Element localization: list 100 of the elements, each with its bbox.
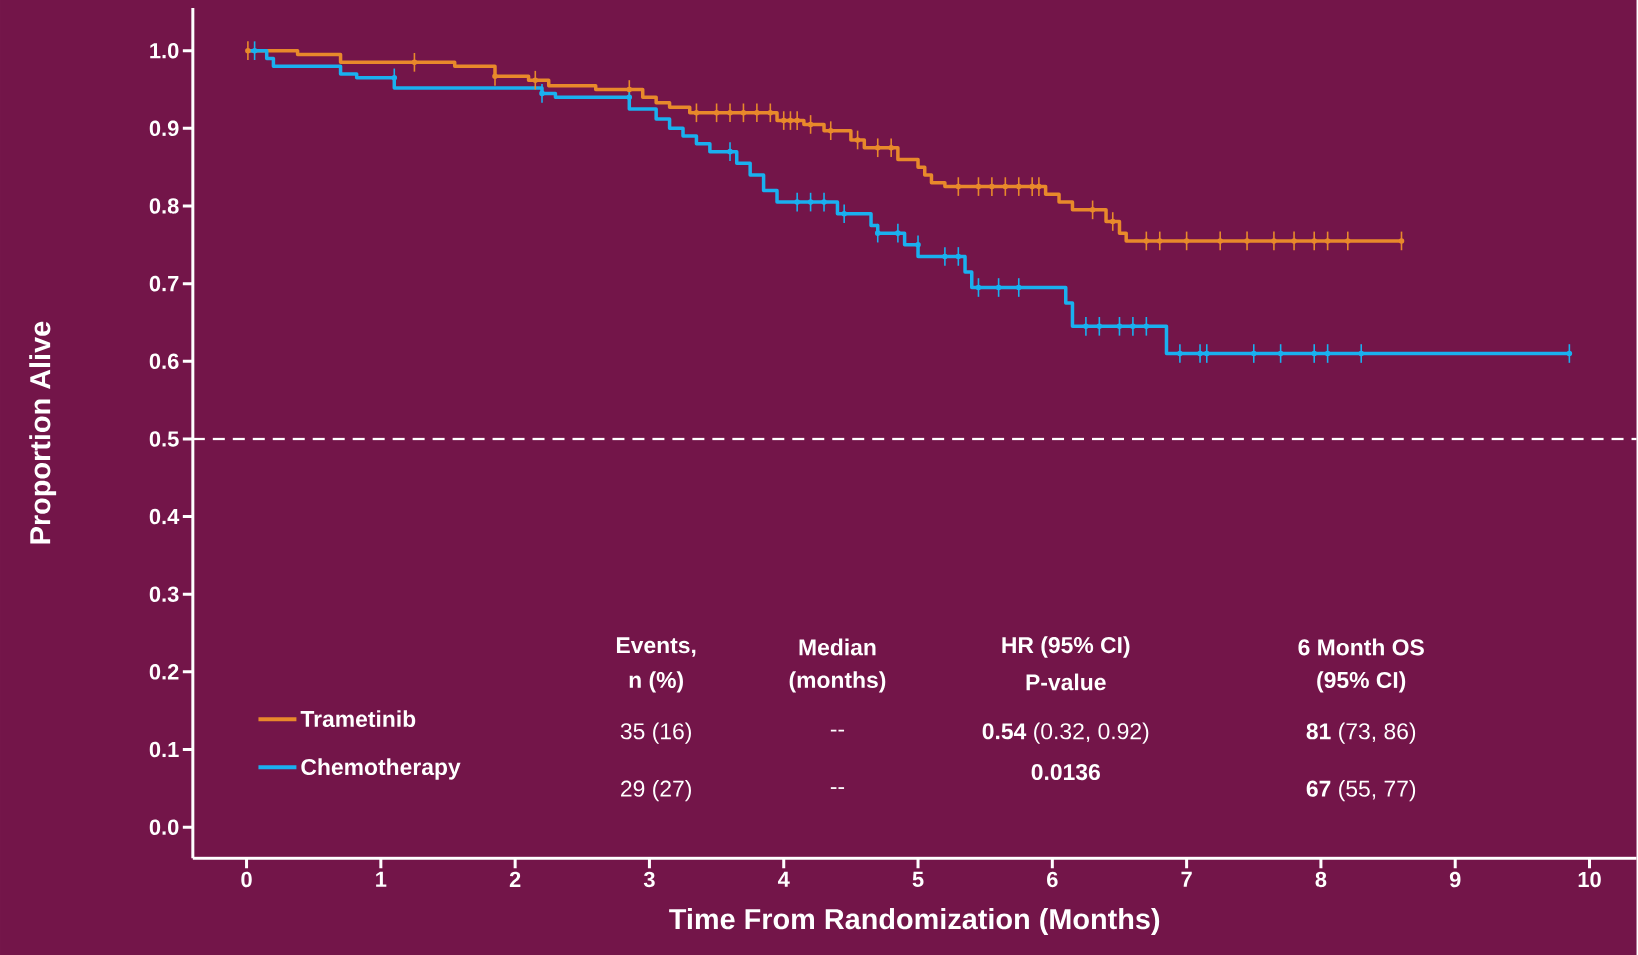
point [1156,238,1163,244]
annotation: Median [799,638,876,656]
annotation: -- [830,787,845,789]
legend-label: Chemotherapy [301,758,461,780]
annotation: 6 Month OS [1298,638,1424,656]
x-tick-label: 9 [1449,871,1461,888]
point [532,77,539,83]
point [767,109,774,116]
point [1203,350,1210,357]
y-tick-label: 0.8 [149,198,179,214]
point [1096,323,1103,330]
point [1089,207,1096,213]
annotation: n (%) [629,671,683,693]
annotation: Events, [616,637,696,657]
point [1143,323,1150,330]
y-tick-label: 0.7 [149,275,179,292]
x-axis-title: Time From Randomization (Months) [669,908,1160,935]
point [841,210,847,217]
annotation: 0.54 (0.32, 0.92) [982,722,1149,744]
point [1177,350,1183,357]
annotation: 0.0136 [1031,763,1100,781]
point [626,94,633,101]
point [807,121,814,128]
annotation: 35 (16) [620,722,691,744]
point [1029,183,1035,190]
point [888,144,894,151]
annotation: P-value [1026,673,1106,691]
annotation: (months) [789,671,886,693]
point [1324,238,1331,244]
point [1217,238,1223,244]
y-tick-label: 0.0 [149,819,179,835]
x-tick-label: 8 [1315,871,1327,888]
x-tick-label: 1 [376,871,387,887]
point [539,90,545,97]
y-tick-label: 0.6 [149,353,179,369]
point [827,127,834,134]
y-axis-title: Proportion Alive [29,321,57,544]
y-tick-label: 0.3 [149,586,179,602]
point [251,47,258,54]
y-tick-label: 1.0 [150,42,179,59]
point [1311,238,1317,244]
point [1277,350,1284,357]
point [942,253,948,260]
point [1271,238,1277,244]
x-tick-label: 7 [1181,871,1192,887]
point [740,109,747,116]
point [955,253,962,260]
y-tick-label: 0.1 [149,741,179,758]
point [1143,238,1150,244]
point [727,148,733,155]
y-tick-label: 0.5 [149,431,179,447]
point [1566,350,1573,357]
point [989,183,995,190]
point [1344,238,1351,244]
x-tick-label: 3 [643,871,655,888]
annotation: 67 (55, 77) [1306,779,1416,802]
point [895,230,901,236]
x-tick-label: 2 [509,871,521,887]
annotation: (95% CI) [1317,671,1406,693]
point [1358,350,1364,357]
annotation: HR (95% CI) [1002,636,1130,658]
point [780,117,787,124]
x-tick-label: 0 [241,871,252,888]
x-tick-label: 6 [1047,871,1058,888]
point [794,199,800,205]
point [492,73,498,80]
point [955,183,962,190]
y-tick-label: 0.4 [149,508,180,525]
point [411,59,418,66]
x-tick-label: 10 [1578,871,1601,888]
point [995,284,1002,291]
annotation: -- [830,729,845,732]
point [1311,350,1317,357]
point [915,241,921,248]
point [1109,218,1116,225]
point [821,199,827,205]
point [1036,183,1042,190]
point [693,109,700,116]
point [1015,284,1022,291]
point [787,117,794,124]
y-tick-label: 0.9 [149,120,179,137]
point [854,137,861,143]
point [975,183,982,190]
point [1197,350,1203,357]
annotation: 29 (27) [621,779,691,802]
point [1291,238,1297,244]
point [713,109,720,116]
x-tick-label: 4 [777,871,790,887]
point [794,117,800,124]
annotation: 81 (73, 86) [1306,722,1416,744]
point [1244,238,1250,244]
point [1116,323,1123,330]
point [626,86,633,93]
point [1015,183,1022,190]
point [807,199,814,205]
point [1250,350,1257,357]
point [1002,183,1009,190]
point [1130,323,1136,330]
point [874,230,881,236]
legend-label: Trametinib [300,710,416,728]
